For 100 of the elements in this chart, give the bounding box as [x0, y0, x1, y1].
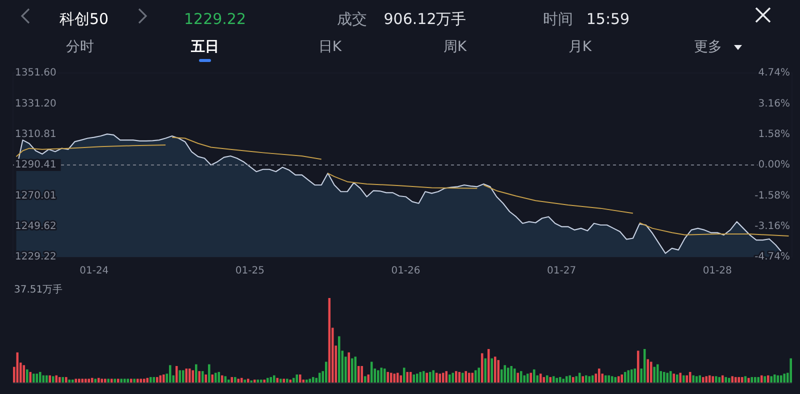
bar [552, 376, 555, 383]
bar [650, 362, 652, 383]
bar [370, 362, 373, 383]
bar [286, 378, 288, 383]
bar [289, 380, 292, 383]
bar [695, 376, 698, 383]
bar [731, 376, 734, 383]
bar [298, 374, 302, 383]
bar [513, 368, 516, 383]
bar [81, 378, 84, 383]
bar [188, 368, 191, 383]
bar [68, 380, 71, 383]
bar [136, 378, 139, 383]
bar [220, 375, 224, 383]
bar [783, 374, 786, 383]
bar [705, 376, 708, 383]
bar [523, 375, 526, 383]
bar [432, 370, 435, 383]
bar [218, 372, 220, 383]
bar [471, 372, 474, 383]
bar [72, 380, 74, 383]
bar [539, 374, 542, 383]
bar [360, 366, 364, 383]
bar [142, 378, 146, 383]
bar [16, 352, 19, 383]
bar [542, 377, 546, 383]
text: 日K [318, 38, 342, 55]
bar [504, 365, 506, 383]
bar [380, 368, 383, 383]
bar [582, 376, 584, 383]
bar [94, 378, 97, 383]
bar [396, 372, 399, 383]
bar [354, 356, 357, 383]
bar [656, 364, 659, 383]
bar [383, 368, 386, 383]
bar [454, 371, 458, 383]
bar [65, 377, 68, 383]
bar [702, 377, 704, 383]
bar [790, 358, 792, 383]
bar [757, 377, 760, 383]
bar [364, 376, 366, 383]
bar [78, 378, 80, 383]
bar [178, 370, 182, 383]
bar [556, 378, 558, 383]
bar [100, 378, 104, 383]
line-series [483, 184, 634, 214]
bar [448, 374, 451, 383]
bar [468, 372, 470, 383]
bar [584, 375, 588, 383]
bar [568, 375, 572, 383]
bar [246, 378, 250, 383]
bar [506, 368, 510, 383]
bar [156, 377, 158, 383]
chart-title: 科创50 [59, 10, 109, 28]
bar [62, 377, 64, 383]
bar [39, 372, 42, 383]
bar [692, 375, 695, 383]
bar [578, 372, 581, 383]
bar [192, 370, 194, 383]
bar [780, 375, 782, 383]
text: 37.51万手 [14, 284, 63, 296]
bar [718, 377, 720, 383]
bar [598, 368, 600, 383]
bar [497, 360, 500, 383]
bar [305, 380, 308, 383]
bar [766, 375, 770, 383]
bar [324, 362, 328, 383]
bar [133, 378, 136, 383]
text: 分时 [66, 38, 94, 55]
bar [630, 369, 633, 383]
bar [776, 375, 779, 383]
bar [686, 375, 688, 383]
y-tick-label: 1351.60 [15, 68, 56, 79]
bar [52, 376, 54, 383]
bar [532, 369, 536, 383]
bar [419, 372, 422, 383]
x-tick-label: 01-26 [391, 266, 420, 277]
bar [393, 374, 396, 383]
bar [227, 380, 230, 383]
bar [91, 378, 94, 383]
bar [474, 370, 477, 383]
bar [494, 356, 496, 383]
y2-tick-label: 4.74% [758, 68, 790, 79]
text: 更多 [694, 38, 722, 55]
bar [234, 377, 236, 383]
bar [666, 372, 669, 383]
bar [338, 336, 340, 383]
bar [46, 375, 48, 383]
bar [572, 377, 574, 383]
bar [22, 365, 26, 383]
bar [672, 374, 676, 383]
y-tick-label: 1249.62 [15, 221, 56, 232]
bar [624, 372, 626, 383]
bar [708, 375, 711, 383]
bar [88, 378, 90, 383]
bar [146, 378, 149, 383]
bar [58, 377, 61, 383]
bar [643, 349, 646, 383]
bar [402, 368, 406, 383]
bar [308, 378, 312, 383]
